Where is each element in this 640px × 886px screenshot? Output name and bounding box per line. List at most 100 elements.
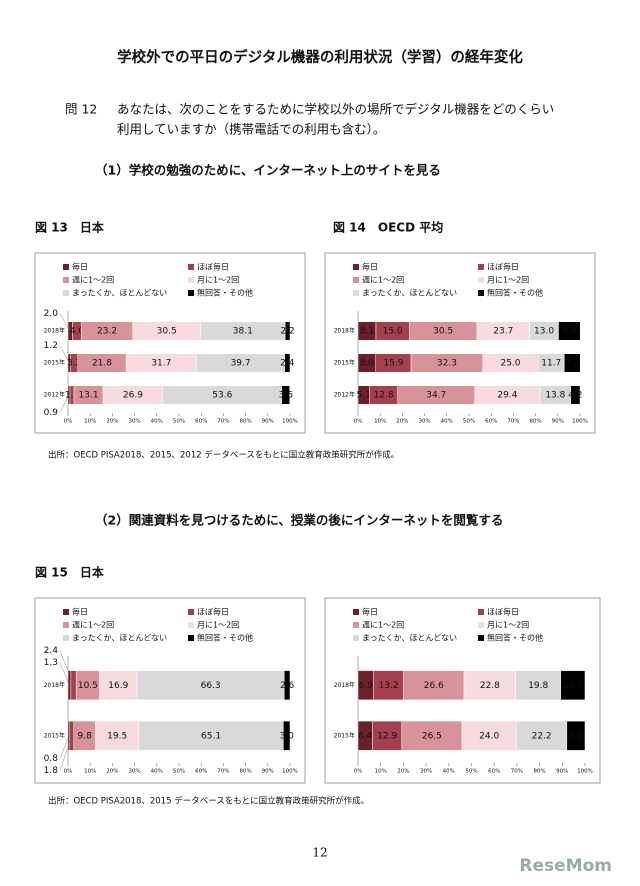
data-label: 29.4	[497, 391, 517, 401]
section-heading: （1）学校の勉強のために、インターネット上のサイトを見る	[95, 163, 441, 178]
legend-label: 無回答・その他	[197, 288, 253, 298]
legend-swatch	[478, 609, 484, 615]
data-label: 34.7	[426, 391, 446, 401]
legend-swatch	[353, 290, 359, 296]
question-text: 利用していますか（携帯電話での利用も含む）。	[117, 122, 385, 137]
bar-segment	[95, 720, 140, 751]
legend-swatch	[353, 277, 359, 283]
bar-segment	[373, 670, 404, 701]
bar-segment	[516, 720, 568, 751]
data-label: 13.2	[379, 681, 399, 691]
x-tick-label: 60%	[485, 419, 497, 425]
legend-swatch	[188, 609, 194, 615]
figure-title: 図 15 日本	[35, 565, 104, 580]
legend-label: 月に1～2回	[197, 276, 239, 285]
x-tick-label: 60%	[195, 769, 207, 775]
data-label: 1.2	[44, 341, 58, 351]
data-label: 9.8	[562, 327, 577, 337]
legend-label: 週に1～2回	[362, 276, 404, 285]
data-label: 66.3	[201, 681, 221, 691]
data-label: 1.3	[44, 658, 58, 668]
data-label: 19.8	[528, 681, 548, 691]
legend-label: 週に1～2回	[72, 276, 114, 285]
x-tick-label: 20%	[106, 769, 118, 775]
x-tick-label: 10%	[374, 419, 386, 425]
bar-segment	[283, 670, 291, 701]
bar-segment	[281, 385, 291, 405]
legend-label: 毎日	[72, 607, 88, 617]
data-label: 21.8	[92, 359, 112, 369]
source-note: 出所：OECD PISA2018、2015、2012 データベースをもとに国立教…	[48, 450, 399, 461]
bar-segment	[566, 720, 586, 751]
bar-segment	[515, 670, 561, 701]
legend-swatch	[188, 622, 194, 628]
legend-label: 無回答・その他	[487, 633, 543, 643]
y-tick-label: 2018年	[334, 681, 355, 689]
data-label: 65.1	[201, 731, 221, 741]
bar-segment	[401, 720, 463, 751]
y-tick-label: 2015年	[334, 731, 355, 739]
legend-label: 毎日	[362, 262, 378, 272]
legend-label: まったくか、ほとんどない	[362, 289, 457, 298]
legend-swatch	[63, 264, 69, 270]
x-tick-label: 20%	[106, 419, 118, 425]
x-tick-label: 40%	[443, 769, 455, 775]
x-tick-label: 10%	[84, 769, 96, 775]
data-label: 38.1	[233, 327, 253, 337]
x-tick-label: 40%	[151, 769, 163, 775]
x-tick-label: 40%	[151, 419, 163, 425]
x-tick-label: 40%	[441, 419, 453, 425]
x-tick-label: 0%	[354, 769, 363, 775]
legend-label: ほぼ毎日	[487, 607, 519, 617]
bar-segment	[372, 720, 403, 751]
legend-label: まったくか、ほとんどない	[72, 634, 167, 643]
data-label: 3.2	[67, 359, 81, 369]
x-tick-label: 100%	[572, 419, 588, 425]
y-tick-label: 2015年	[44, 731, 65, 739]
data-label: 6.4	[358, 731, 373, 741]
data-label: 5.1	[356, 391, 370, 401]
data-label: 0.9	[44, 408, 59, 418]
legend-swatch	[353, 622, 359, 628]
x-tick-label: 10%	[84, 419, 96, 425]
data-label: 30.5	[433, 327, 453, 337]
data-label: 6.9	[359, 681, 374, 691]
legend-swatch	[353, 609, 359, 615]
leader-line	[59, 735, 72, 771]
x-tick-label: 30%	[128, 419, 140, 425]
x-tick-label: 70%	[217, 769, 229, 775]
data-label: 53.6	[212, 391, 232, 401]
bar-segment	[283, 720, 291, 751]
x-tick-label: 60%	[488, 769, 500, 775]
legend-swatch	[63, 290, 69, 296]
x-tick-label: 30%	[420, 769, 432, 775]
leader-line	[59, 662, 70, 686]
x-tick-label: 0%	[64, 419, 73, 425]
legend-label: ほぼ毎日	[487, 262, 519, 272]
x-tick-label: 80%	[529, 419, 541, 425]
data-label: 13.0	[534, 327, 554, 337]
x-tick-label: 90%	[262, 769, 274, 775]
legend-label: ほぼ毎日	[197, 262, 229, 272]
data-label: 9.8	[77, 731, 92, 741]
data-label: 11.7	[541, 359, 561, 369]
legend-label: 月に1～2回	[197, 621, 239, 630]
data-label: 10.7	[563, 681, 583, 691]
data-label: 1.8	[65, 391, 80, 401]
y-tick-label: 2018年	[44, 681, 65, 689]
data-label: 32.3	[437, 359, 457, 369]
watermark: ReseMom	[519, 856, 612, 876]
data-label: 8.0	[569, 731, 584, 741]
legend-label: 無回答・その他	[197, 633, 253, 643]
data-label: 15.9	[383, 359, 403, 369]
legend-swatch	[188, 635, 194, 641]
legend-label: 月に1～2回	[487, 276, 529, 285]
legend-swatch	[478, 277, 484, 283]
data-label: 23.2	[97, 327, 117, 337]
data-label: 13.1	[79, 391, 99, 401]
x-tick-label: 30%	[418, 419, 430, 425]
legend-label: 月に1～2回	[487, 621, 529, 630]
question-number: 問 12	[65, 102, 97, 117]
x-tick-label: 70%	[507, 419, 519, 425]
page-title: 学校外での平日のデジタル機器の利用状況（学習）の経年変化	[117, 48, 523, 66]
